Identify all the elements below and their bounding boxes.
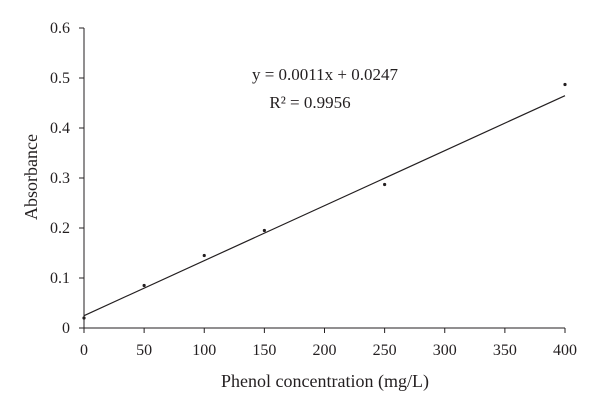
data-point (262, 228, 266, 233)
equation-annotation: y = 0.0011x + 0.0247 (252, 65, 399, 84)
trendline (83, 95, 566, 317)
r-squared-annotation: R² = 0.9956 (269, 93, 350, 112)
y-tick-label: 0.2 (50, 220, 70, 237)
y-tick-label: 0.1 (50, 270, 70, 287)
data-point (202, 253, 206, 258)
x-tick-label: 150 (252, 342, 276, 359)
ticks: 0 50 100 150 200 250 300 350 400 0 0.1 0.2 0.3 0.4 0.5… (50, 20, 577, 359)
y-tick-label: 0.3 (50, 170, 70, 187)
y-tick-label: 0.6 (50, 20, 70, 37)
data-point (563, 82, 567, 87)
y-tick-label: 0.4 (50, 120, 70, 137)
x-tick-label: 200 (313, 342, 337, 359)
x-tick-label: 250 (373, 342, 397, 359)
y-tick-label: 0.5 (50, 70, 70, 87)
y-axis-title: Absorbance (21, 134, 41, 220)
x-tick-label: 350 (493, 342, 517, 359)
trendline-group (83, 95, 566, 317)
data-point (82, 316, 86, 320)
x-tick-label: 400 (553, 342, 577, 359)
x-tick-label: 50 (136, 342, 152, 359)
x-tick-label: 300 (433, 342, 457, 359)
data-point (142, 283, 146, 288)
x-tick-label: 100 (192, 342, 216, 359)
y-tick-label: 0 (62, 320, 70, 337)
data-point (383, 182, 387, 187)
x-axis-title: Phenol concentration (mg/L) (221, 371, 429, 392)
x-tick-label: 0 (80, 342, 88, 359)
data-points (82, 82, 567, 320)
